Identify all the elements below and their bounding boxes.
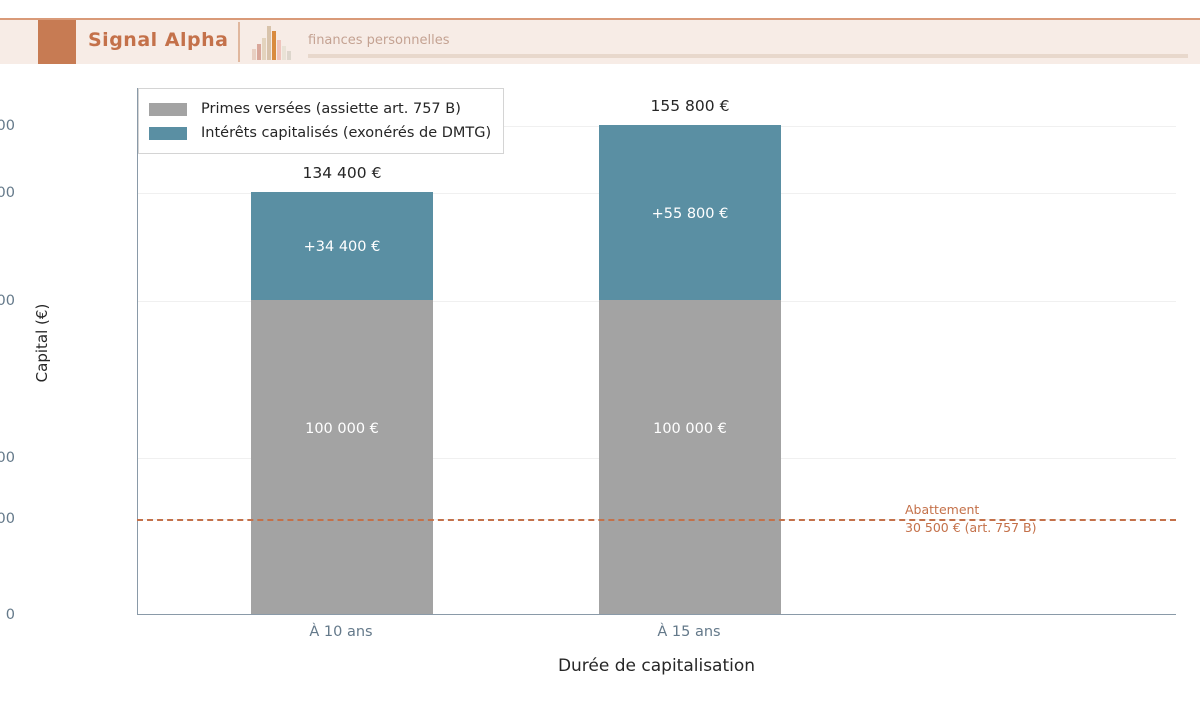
brand-title: Signal Alpha [88,29,229,51]
legend-label-interets: Intérêts capitalisés (exonérés de DMTG) [201,125,492,141]
header-subtitle-rule [308,54,1188,58]
chart-legend: Primes versées (assiette art. 757 B) Int… [138,88,505,154]
x-axis-tick-label: À 15 ans [657,624,721,640]
legend-swatch-primes [149,102,187,116]
y-axis-tick-label: 50 000 [0,450,15,467]
bar-chart-icon [252,24,294,60]
bar-segment-primes[interactable] [251,300,433,614]
bar-segment-label-interets: +55 800 € [651,205,729,222]
y-axis-title: Capital (€) [33,303,51,383]
legend-swatch-interets [149,126,187,140]
bar-segment-label-interets: +34 400 € [303,239,381,256]
abattement-annotation-line2: 30 500 € (art. 757 B) [905,520,1037,536]
bar-segment-interets[interactable] [251,192,433,301]
abattement-threshold-line [137,519,1176,522]
bar-segment-label-primes: 100 000 € [653,420,727,437]
y-axis-tick-label: 134 400 [0,185,15,202]
chart-canvas: Capital (€) 100 000 € +34 400 €134 400 €1… [0,64,1200,721]
header-subtitle: finances personnelles [308,33,450,48]
legend-label-primes: Primes versées (assiette art. 757 B) [201,101,461,117]
y-axis-tick-label: 155 800 [0,118,15,135]
plot-area: 100 000 € +34 400 € 134 400 € 100 000 € +55 … [137,88,1176,615]
abattement-annotation: Abattement 30 500 € (art. 757 B) [905,501,1036,537]
header-divider [238,22,240,62]
y-axis-tick-label: 0 [5,607,15,623]
bar-group[interactable]: 100 000 € +34 400 € 134 400 € [251,87,433,614]
header-accent-block [38,20,76,64]
bar-group[interactable]: 100 000 € +55 800 € 155 800 € [599,87,781,614]
bar-segment-label-primes: 100 000 € [305,420,379,437]
bar-segment-interets[interactable] [599,125,781,301]
legend-item[interactable]: Primes versées (assiette art. 757 B) [149,97,491,121]
bar-total-label: 155 800 € [650,97,730,116]
bar-total-label: 134 400 € [302,164,382,183]
bar-segment-primes[interactable] [599,300,781,614]
abattement-annotation-line1: Abattement [905,502,980,518]
x-axis-title: Durée de capitalisation [557,656,756,676]
legend-item[interactable]: Intérêts capitalisés (exonérés de DMTG) [149,121,491,145]
y-axis-tick-label: 30 500 [0,511,15,528]
x-axis-tick-label: À 10 ans [309,624,373,640]
y-axis-tick-label: 100 000 [0,293,15,310]
